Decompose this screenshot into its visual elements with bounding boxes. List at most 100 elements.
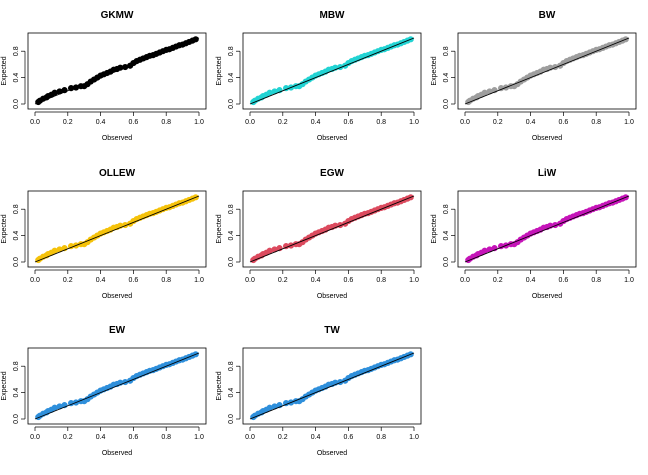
x-tick-label: 0.2 — [63, 277, 73, 284]
x-tick-label: 0.2 — [278, 119, 288, 126]
x-tick-label: 0.8 — [161, 434, 171, 441]
y-axis-label: Expected — [216, 371, 223, 400]
x-axis-label: Observed — [317, 135, 347, 142]
y-tick-label: 0.8 — [228, 361, 235, 371]
x-tick-label: 0.6 — [344, 119, 354, 126]
x-axis-label: Observed — [102, 135, 132, 142]
x-tick-label: 0.4 — [96, 119, 106, 126]
plot-frame — [242, 32, 422, 110]
reference-line — [34, 352, 200, 420]
x-tick-label: 0.8 — [591, 119, 601, 126]
x-tick-label: 0.2 — [63, 434, 73, 441]
y-axis-label: Expected — [1, 56, 8, 85]
x-tick-label: 1.0 — [194, 119, 204, 126]
y-tick-label: 0.0 — [228, 99, 235, 109]
data-point — [266, 247, 273, 254]
x-tick-label: 0.8 — [376, 119, 386, 126]
x-tick-label: 0.4 — [526, 119, 536, 126]
x-tick-label: 0.4 — [311, 277, 321, 284]
x-tick-label: 0.4 — [311, 434, 321, 441]
panel-title: MBW — [320, 10, 346, 21]
x-tick-label: 0.6 — [129, 119, 139, 126]
y-tick-label: 0.8 — [13, 46, 20, 56]
x-tick-label: 0.0 — [30, 277, 40, 284]
panel-liw: LiW 0.0 0.2 0.4 0.6 0.8 1.0 0.0 0.4 0.8 Observed Ex… — [431, 168, 637, 300]
x-tick-label: 0.6 — [344, 277, 354, 284]
y-tick-label: 0.8 — [443, 46, 450, 56]
panel-tw: TW 0.0 0.2 0.4 0.6 0.8 1.0 0.0 0.4 0.8 Observed Exp… — [216, 325, 422, 457]
x-tick-label: 0.6 — [129, 277, 139, 284]
x-tick-label: 0.2 — [493, 119, 503, 126]
x-tick-label: 0.0 — [460, 119, 470, 126]
panel-mbw: MBW 0.0 0.2 0.4 0.6 0.8 1.0 0.0 0.4 0.8 Observed Ex… — [216, 10, 422, 142]
reference-line — [249, 37, 415, 105]
x-tick-label: 0.6 — [559, 119, 569, 126]
reference-line — [249, 195, 415, 263]
plot-frame — [457, 32, 637, 110]
x-tick-label: 0.0 — [30, 119, 40, 126]
plot-frame — [242, 347, 422, 425]
data-point — [266, 404, 273, 411]
x-tick-label: 0.2 — [63, 119, 73, 126]
x-tick-label: 0.0 — [245, 119, 255, 126]
x-tick-label: 0.8 — [161, 119, 171, 126]
y-tick-label: 0.0 — [443, 99, 450, 109]
x-tick-label: 1.0 — [194, 277, 204, 284]
y-tick-label: 0.4 — [13, 388, 20, 398]
x-tick-label: 1.0 — [624, 277, 634, 284]
reference-line — [34, 37, 200, 105]
y-tick-label: 0.0 — [13, 99, 20, 109]
panel-title: OLLEW — [99, 168, 136, 179]
data-point — [481, 89, 488, 96]
y-axis-label: Expected — [431, 214, 438, 243]
x-axis-label: Observed — [532, 135, 562, 142]
panel-title: EW — [109, 325, 126, 336]
x-tick-label: 0.2 — [493, 277, 503, 284]
x-tick-label: 0.8 — [376, 277, 386, 284]
y-tick-label: 0.4 — [228, 73, 235, 83]
data-point — [51, 247, 58, 254]
x-tick-label: 0.6 — [344, 434, 354, 441]
panel-egw: EGW 0.0 0.2 0.4 0.6 0.8 1.0 0.0 0.4 0.8 Observed Ex… — [216, 168, 422, 300]
y-tick-label: 0.8 — [443, 204, 450, 214]
panel-ew: EW 0.0 0.2 0.4 0.6 0.8 1.0 0.0 0.4 0.8 Observed Exp… — [1, 325, 207, 457]
reference-line — [464, 195, 630, 263]
panel-bw: BW 0.0 0.2 0.4 0.6 0.8 1.0 0.0 0.4 0.8 Observed Exp… — [431, 10, 637, 142]
y-tick-label: 0.0 — [228, 257, 235, 267]
x-tick-label: 0.2 — [278, 277, 288, 284]
reference-line — [464, 37, 630, 105]
y-tick-label: 0.4 — [443, 231, 450, 241]
reference-line — [249, 352, 415, 420]
x-axis-label: Observed — [317, 293, 347, 300]
y-axis-label: Expected — [1, 371, 8, 400]
y-tick-label: 0.8 — [228, 46, 235, 56]
y-tick-label: 0.0 — [13, 414, 20, 424]
x-tick-label: 1.0 — [409, 119, 419, 126]
x-tick-label: 1.0 — [624, 119, 634, 126]
x-tick-label: 1.0 — [409, 277, 419, 284]
x-tick-label: 0.6 — [559, 277, 569, 284]
plot-frame — [27, 347, 207, 425]
x-tick-label: 0.4 — [311, 119, 321, 126]
x-tick-label: 1.0 — [409, 434, 419, 441]
x-tick-label: 0.6 — [129, 434, 139, 441]
y-tick-label: 0.8 — [228, 204, 235, 214]
panel-title: BW — [539, 10, 556, 21]
y-axis-label: Expected — [431, 56, 438, 85]
y-tick-label: 0.8 — [13, 361, 20, 371]
y-tick-label: 0.4 — [13, 73, 20, 83]
y-axis-label: Expected — [216, 214, 223, 243]
x-axis-label: Observed — [102, 293, 132, 300]
x-tick-label: 0.8 — [376, 434, 386, 441]
y-tick-label: 0.8 — [13, 204, 20, 214]
panel-title: GKMW — [101, 10, 134, 21]
x-tick-label: 1.0 — [194, 434, 204, 441]
data-point — [51, 89, 58, 96]
x-tick-label: 0.8 — [591, 277, 601, 284]
y-tick-label: 0.4 — [228, 388, 235, 398]
panel-ollew: OLLEW 0.0 0.2 0.4 0.6 0.8 1.0 0.0 0.4 0.8 Observed… — [1, 168, 207, 300]
x-axis-label: Observed — [102, 450, 132, 457]
y-tick-label: 0.4 — [443, 73, 450, 83]
x-tick-label: 0.4 — [96, 434, 106, 441]
